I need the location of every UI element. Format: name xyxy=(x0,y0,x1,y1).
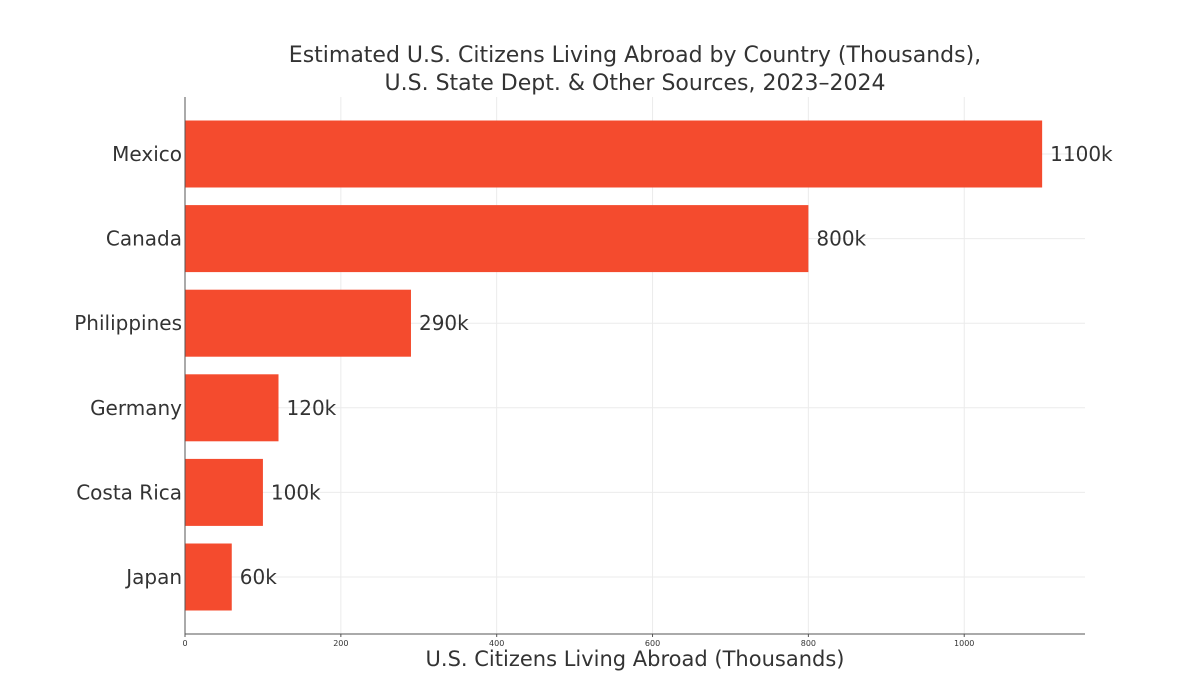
chart-title-line-1: Estimated U.S. Citizens Living Abroad by… xyxy=(289,43,981,68)
x-tick-label: 1000 xyxy=(954,639,974,648)
data-label: 60k xyxy=(240,565,277,589)
category-label: Philippines xyxy=(74,311,182,335)
bars: 1100k 800k 290k 120k 100k 60k xyxy=(185,120,1113,611)
x-tick-label: 400 xyxy=(489,639,504,648)
bar xyxy=(185,120,1043,188)
bar xyxy=(185,458,263,526)
x-tick-label: 800 xyxy=(801,639,816,648)
bar xyxy=(185,374,279,442)
chart-title-line-2: U.S. State Dept. & Other Sources, 2023–2… xyxy=(385,71,886,96)
x-tick-label: 600 xyxy=(645,639,660,648)
x-axis-label: U.S. Citizens Living Abroad (Thousands) xyxy=(426,647,845,671)
x-tick-label: 200 xyxy=(333,639,348,648)
data-label: 290k xyxy=(419,311,469,335)
bar xyxy=(185,205,809,273)
data-label: 800k xyxy=(816,227,866,251)
category-label: Canada xyxy=(106,227,182,251)
bar xyxy=(185,543,232,611)
category-label: Japan xyxy=(124,565,182,589)
data-label: 120k xyxy=(287,396,337,420)
x-tick-label: 0 xyxy=(182,639,187,648)
data-label: 1100k xyxy=(1050,142,1113,166)
category-label: Mexico xyxy=(112,142,182,166)
bar xyxy=(185,289,411,357)
data-label: 100k xyxy=(271,480,321,504)
category-label: Costa Rica xyxy=(76,480,182,504)
axes: Mexico Canada Philippines Germany Costa Rica… xyxy=(74,97,1085,648)
category-label: Germany xyxy=(90,396,182,420)
